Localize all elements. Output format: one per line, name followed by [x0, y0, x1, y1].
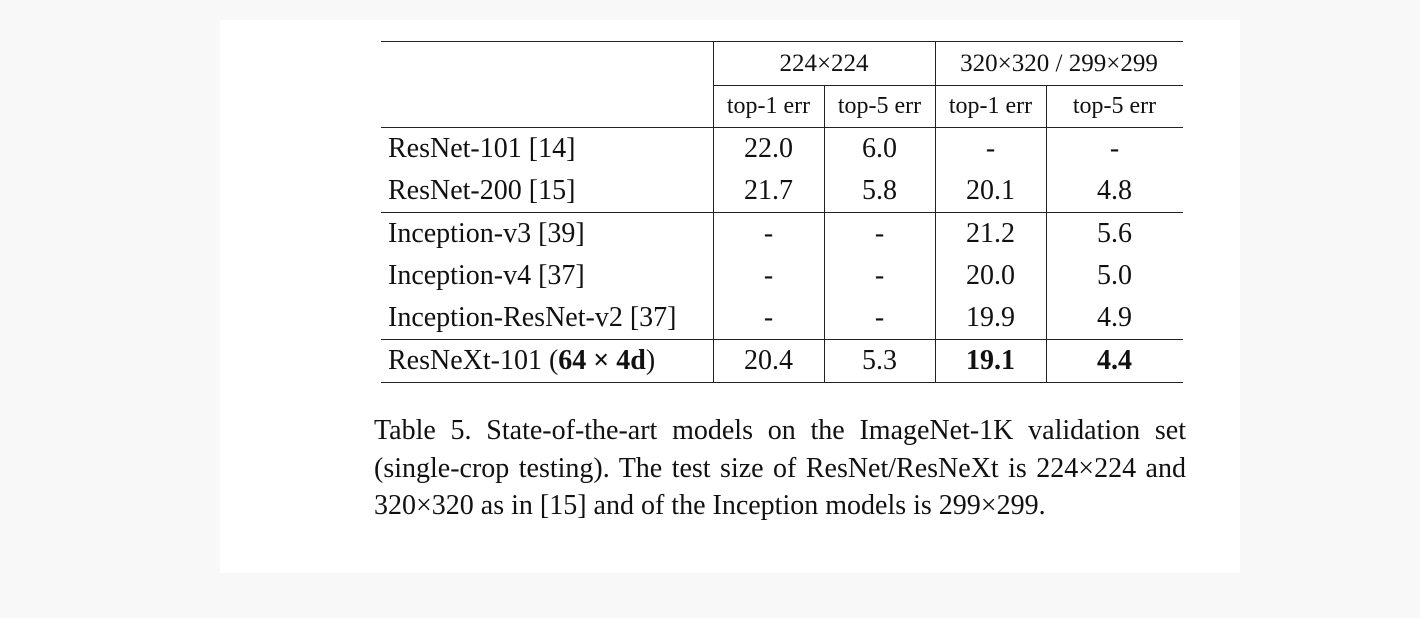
subheader-cell: top-1 err — [934, 85, 1046, 128]
header-group-320: 320×320 / 299×299 — [934, 41, 1183, 86]
value-cell: 20.0 — [934, 255, 1046, 297]
value-cell: 22.0 — [712, 127, 824, 170]
value-cell: 20.1 — [934, 170, 1046, 213]
subheader-cell: top-5 err — [1045, 85, 1183, 128]
value-cell: 20.4 — [712, 339, 824, 383]
header-group-224: 224×224 — [712, 41, 935, 86]
value-cell: - — [823, 212, 935, 255]
results-table: 224×224 320×320 / 299×299 top-1 err top-… — [381, 41, 1183, 383]
table-caption: Table 5. State-of-the-art models on the … — [374, 415, 1186, 521]
value-cell: - — [712, 255, 824, 297]
value-cell: 4.8 — [1045, 170, 1183, 213]
model-name-cell: ResNeXt-101 (64 × 4d) — [381, 339, 713, 383]
table-row-resnext: ResNeXt-101 (64 × 4d) 20.4 5.3 19.1 4.4 — [381, 339, 1183, 383]
table-row: Inception-v3 [39] - - 21.2 5.6 — [381, 212, 1183, 255]
value-cell: - — [823, 297, 935, 340]
value-cell: - — [823, 255, 935, 297]
model-name-cell: Inception-ResNet-v2 [37] — [388, 302, 677, 333]
value-cell-best: 4.4 — [1045, 339, 1183, 383]
model-name-cell: Inception-v4 [37] — [388, 260, 585, 291]
model-name-cell: Inception-v3 [39] — [381, 212, 713, 255]
value-cell-best: 19.1 — [934, 339, 1046, 383]
value-cell: - — [712, 212, 824, 255]
value-cell: - — [712, 297, 824, 340]
subheader-cell: top-1 err — [712, 85, 824, 128]
table-row: ResNet-101 [14] 22.0 6.0 - - — [381, 127, 1183, 170]
value-cell: 5.8 — [823, 170, 935, 213]
table-row: Inception-v4 [37] - - 20.0 5.0 — [381, 255, 1183, 297]
header-empty-cell — [381, 41, 713, 86]
value-cell: 19.9 — [934, 297, 1046, 340]
value-cell: 5.0 — [1045, 255, 1183, 297]
value-cell: 21.2 — [934, 212, 1046, 255]
value-cell: 21.7 — [712, 170, 824, 213]
paper-page: 224×224 320×320 / 299×299 top-1 err top-… — [220, 20, 1240, 573]
value-cell: - — [1045, 127, 1183, 170]
table-row: Inception-ResNet-v2 [37] - - 19.9 4.9 — [381, 297, 1183, 340]
value-cell: - — [934, 127, 1046, 170]
value-cell: 5.3 — [823, 339, 935, 383]
table-header-row-1: 224×224 320×320 / 299×299 — [381, 41, 1183, 86]
subheader-cell: top-5 err — [823, 85, 935, 128]
table-header-row-2: top-1 err top-5 err top-1 err top-5 err — [381, 85, 1183, 128]
value-cell: 5.6 — [1045, 212, 1183, 255]
value-cell: 4.9 — [1045, 297, 1183, 340]
table-row: ResNet-200 [15] 21.7 5.8 20.1 4.8 — [381, 170, 1183, 213]
value-cell: 6.0 — [823, 127, 935, 170]
model-name-cell: ResNet-101 [14] — [381, 127, 713, 170]
model-name-cell: ResNet-200 [15] — [388, 175, 576, 206]
